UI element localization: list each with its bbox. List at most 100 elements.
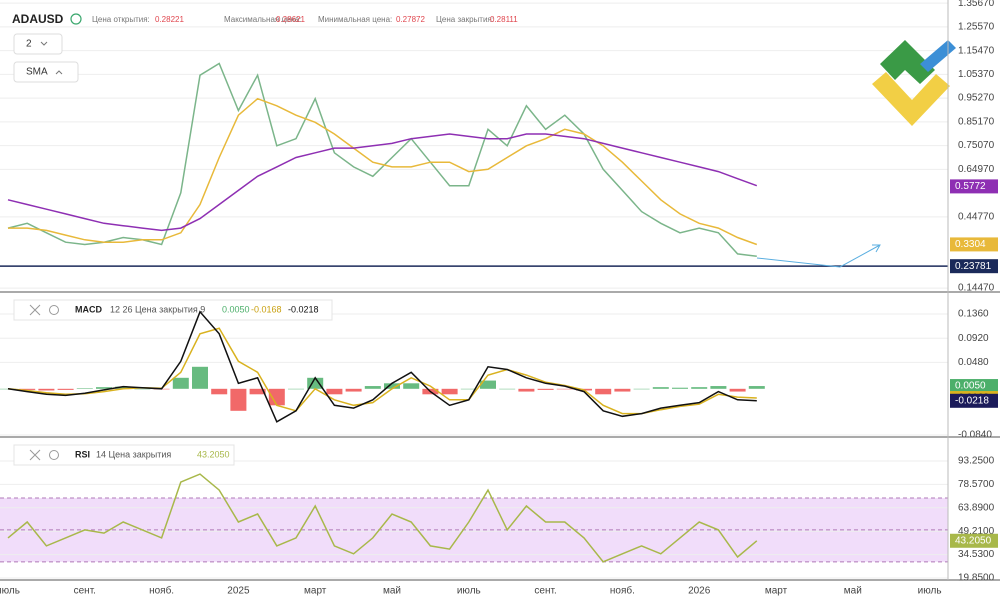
value-tag-label: -0.0218 — [955, 395, 989, 406]
series-line — [8, 97, 758, 246]
histogram-bar — [249, 388, 266, 395]
chevron — [55, 70, 63, 75]
histogram-bar — [364, 386, 381, 389]
value-tag — [950, 179, 998, 194]
series-line — [7, 62, 757, 258]
histogram-bar — [499, 388, 516, 390]
histogram-bar — [230, 388, 247, 411]
histogram-bar — [134, 388, 151, 390]
x-tick-label: май — [844, 586, 862, 597]
high-label: Максимальная цена: — [224, 15, 302, 24]
legend-value: -0.0218 — [288, 304, 319, 314]
series-line — [7, 327, 757, 415]
histogram-bar — [633, 388, 650, 390]
histogram-bar — [172, 377, 189, 389]
histogram-bar — [480, 380, 496, 389]
value-tag-label: 0.3304 — [955, 239, 986, 250]
y-tick-label: 0.44770 — [958, 211, 995, 222]
low-label: Минимальная цена: — [318, 15, 392, 24]
histogram-bar — [672, 387, 688, 389]
value-tag-label: 0.23781 — [955, 261, 992, 272]
value-tag-label: 0.0050 — [955, 381, 986, 392]
histogram-bar — [441, 388, 458, 395]
clock-icon[interactable] — [70, 13, 82, 25]
y-tick-label: 1.25570 — [958, 22, 995, 33]
y-tick-label: -0.0840 — [958, 430, 992, 441]
histogram-bar — [57, 388, 74, 390]
series-line — [7, 133, 758, 232]
logo — [872, 40, 956, 126]
y-tick-label: 0.85170 — [958, 116, 995, 127]
settings-icon[interactable] — [49, 450, 59, 460]
indicator-value: SMA — [26, 67, 48, 78]
close-value: 0.28111 — [490, 15, 518, 24]
value-tag — [950, 533, 998, 548]
x-tick-label: нояб. — [610, 585, 635, 597]
y-tick-label: 0.75070 — [958, 140, 995, 151]
close-label: Цена закрытия: — [436, 15, 494, 24]
histogram-bar — [403, 383, 420, 389]
rsi-legend — [13, 444, 235, 466]
y-tick-label: 78.5700 — [958, 479, 995, 490]
y-tick-label: 0.64970 — [958, 164, 995, 175]
histogram-bar — [556, 388, 573, 390]
y-tick-label: 1.35670 — [958, 0, 995, 9]
histogram-bar — [384, 383, 400, 389]
series-line — [7, 473, 758, 563]
settings-icon[interactable] — [49, 305, 59, 315]
low-value: 0.27872 — [396, 15, 425, 24]
histogram-bar — [691, 387, 708, 389]
histogram-bar — [595, 388, 612, 395]
macd-params: 12 26 Цена закрытия 9 — [110, 304, 205, 314]
x-tick-label: июль — [457, 586, 481, 597]
close-icon[interactable] — [29, 449, 41, 461]
histogram-bar — [345, 388, 362, 392]
high-value: 0.28621 — [276, 15, 305, 24]
x-tick-label: сент. — [74, 586, 96, 597]
x-tick-label: март — [304, 586, 327, 597]
rsi-band — [0, 498, 948, 562]
forecast-arrow — [756, 244, 881, 268]
close-icon[interactable] — [29, 304, 41, 316]
series-line — [7, 310, 757, 423]
x-tick-label: 2026 — [688, 586, 711, 597]
y-tick-label: 0.0920 — [958, 333, 989, 344]
histogram-bar — [518, 388, 535, 392]
y-tick-label: 49.2100 — [958, 526, 995, 537]
y-tick-label: 1.05370 — [958, 69, 995, 80]
symbol: ADAUSD — [12, 12, 64, 26]
open-value: 0.28221 — [155, 15, 184, 24]
histogram-bar — [710, 386, 727, 389]
histogram-bar — [729, 388, 746, 392]
y-tick-label: 0.14470 — [958, 283, 995, 294]
histogram-bar — [19, 388, 36, 390]
histogram-bar — [537, 388, 554, 390]
y-tick-label: 93.2500 — [958, 456, 995, 467]
value-tag-label: 0.5772 — [955, 181, 986, 192]
macd-legend — [13, 299, 333, 321]
y-tick-label: 63.8900 — [958, 502, 995, 513]
rsi-label: RSI — [75, 449, 90, 459]
value-tag — [950, 237, 998, 252]
indicator-select[interactable] — [13, 61, 79, 83]
histogram-bar — [748, 386, 765, 389]
legend-value: -0.0168 — [251, 304, 282, 314]
period-value: 2 — [26, 39, 32, 50]
x-tick-label: май — [383, 586, 401, 597]
x-tick-label: сент. — [534, 586, 556, 597]
y-tick-label: 1.15470 — [958, 45, 995, 56]
open-label: Цена открытия: — [92, 15, 150, 24]
legend-value: 43.2050 — [197, 449, 230, 459]
rsi-params: 14 Цена закрытия — [96, 449, 171, 459]
value-tag — [950, 259, 998, 274]
y-tick-label: 19.8500 — [958, 573, 995, 584]
histogram-bar — [96, 387, 112, 389]
y-tick-label: 0.95270 — [958, 93, 995, 104]
histogram-bar — [115, 386, 132, 389]
histogram-bar — [614, 388, 631, 392]
y-tick-label: 34.5300 — [958, 549, 995, 560]
histogram-bar — [652, 387, 669, 389]
period-select[interactable] — [13, 33, 63, 55]
histogram-bar — [211, 388, 228, 395]
